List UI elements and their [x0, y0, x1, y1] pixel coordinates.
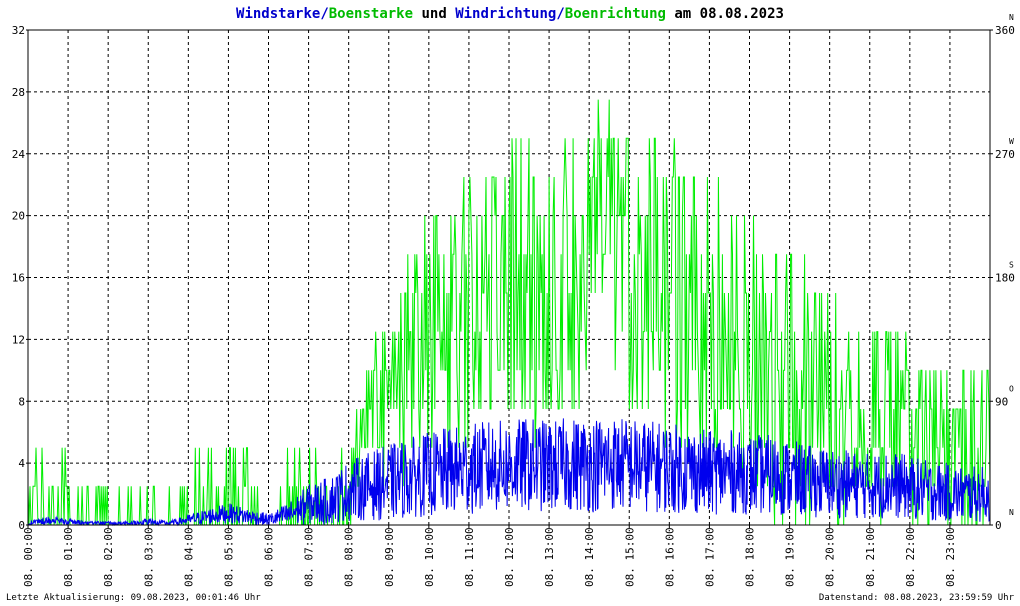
compass-label: W: [1009, 137, 1014, 146]
title-und: und: [413, 6, 455, 22]
x-tick-label: 08. 12:00: [503, 527, 516, 587]
left-tick-label: 28: [12, 86, 25, 99]
x-tick-label: 08. 18:00: [744, 527, 757, 587]
x-tick-label: 08. 00:00: [22, 527, 35, 587]
left-tick-label: 32: [12, 24, 25, 37]
x-tick-label: 08. 02:00: [102, 527, 115, 587]
left-tick-label: 24: [12, 148, 26, 161]
x-tick-label: 08. 20:00: [824, 527, 837, 587]
series-windstarke: [27, 418, 990, 527]
x-tick-label: 08. 09:00: [383, 527, 396, 587]
compass-label: N: [1009, 508, 1014, 517]
x-tick-label: 08. 16:00: [663, 527, 676, 587]
compass-labels: N O S W N: [1009, 13, 1014, 517]
x-tick-label: 08. 15:00: [623, 527, 636, 587]
x-tick-label: 08. 03:00: [142, 527, 155, 587]
title-sep-1: /: [320, 6, 328, 22]
right-tick-label: 0: [995, 519, 1002, 532]
title-sep-2: /: [556, 6, 564, 22]
x-tick-label: 08. 10:00: [423, 527, 436, 587]
footer-data-status: Datenstand: 08.08.2023, 23:59:59 Uhr: [818, 593, 1014, 603]
x-tick-label: 08. 19:00: [784, 527, 797, 587]
right-tick-label: 360: [995, 24, 1015, 37]
x-tick-label: 08. 22:00: [904, 527, 917, 587]
x-tick-label: 08. 07:00: [303, 527, 316, 587]
footer-last-update: Letzte Aktualisierung: 09.08.2023, 00:01…: [6, 593, 261, 603]
title-windstarke: Windstarke: [236, 6, 320, 22]
right-y-tick-labels: 0 90 180 270 360: [990, 24, 1015, 532]
title-boenstarke: Boenstarke: [329, 6, 413, 22]
x-tick-label: 08. 14:00: [583, 527, 596, 587]
x-tick-label: 08. 01:00: [62, 527, 75, 587]
x-tick-label: 08. 21:00: [864, 527, 877, 587]
x-tick-label: 08. 05:00: [222, 527, 235, 587]
x-tick-label: 08. 23:00: [944, 527, 957, 587]
left-tick-label: 8: [18, 395, 25, 408]
right-tick-label: 270: [995, 148, 1015, 161]
x-tick-label: 08. 04:00: [182, 527, 195, 587]
left-tick-label: 16: [12, 272, 25, 285]
right-tick-label: 180: [995, 272, 1015, 285]
chart-title: Windstarke/Boenstarke und Windrichtung/B…: [236, 6, 784, 22]
compass-label: N: [1009, 13, 1014, 22]
x-tick-label: 08. 08:00: [343, 527, 356, 587]
x-tick-label: 08. 06:00: [263, 527, 276, 587]
x-tick-label: 08. 17:00: [703, 527, 716, 587]
left-tick-label: 12: [12, 333, 25, 346]
left-y-tick-labels: 0 4 8 12 16 20 24 28 32: [12, 24, 28, 532]
left-tick-label: 0: [18, 519, 25, 532]
compass-label: O: [1009, 384, 1014, 393]
left-tick-label: 4: [18, 457, 25, 470]
x-tick-labels: 08. 00:00 08. 01:00 08. 02:00 08. 03:00 08. …: [22, 525, 957, 587]
left-tick-label: 20: [12, 210, 25, 223]
title-windrichtung: Windrichtung: [455, 6, 556, 22]
x-tick-label: 08. 11:00: [463, 527, 476, 587]
right-tick-label: 90: [995, 395, 1008, 408]
compass-label: S: [1009, 261, 1014, 270]
title-boenrichtung: Boenrichtung: [565, 6, 666, 22]
title-date: am 08.08.2023: [666, 6, 784, 22]
x-tick-label: 08. 13:00: [543, 527, 556, 587]
